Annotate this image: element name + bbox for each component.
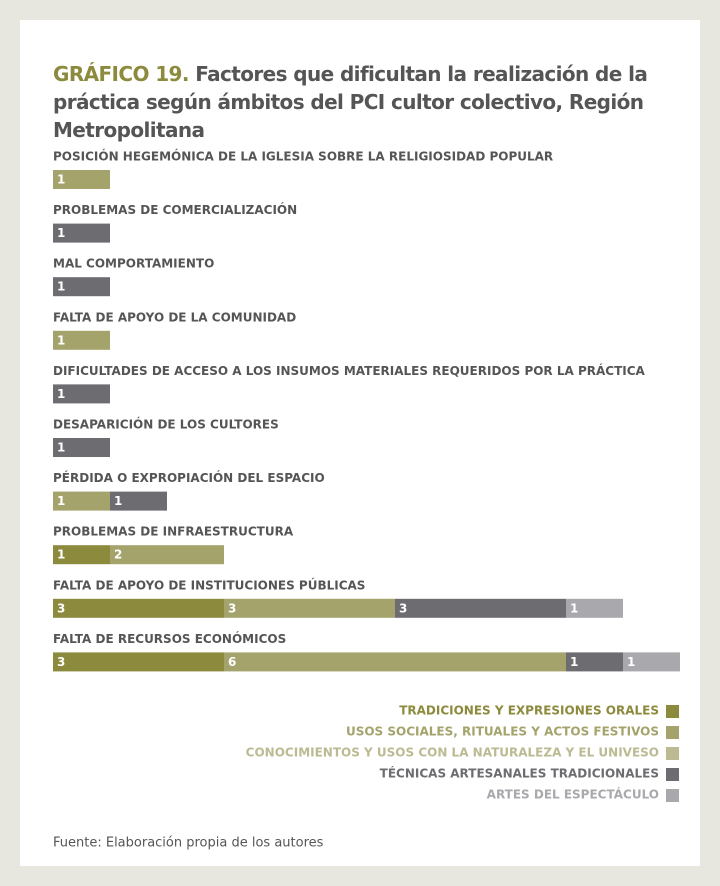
value-label: 1 <box>57 333 65 347</box>
value-label: 1 <box>57 548 65 562</box>
value-label: 1 <box>57 173 65 187</box>
bar-segment <box>53 438 110 457</box>
panel <box>20 20 700 866</box>
bar-segment <box>53 277 110 297</box>
category-label: PÉRDIDA O EXPROPIACIÓN DEL ESPACIO <box>53 470 325 485</box>
value-label: 1 <box>57 387 65 401</box>
legend-swatch <box>666 789 679 802</box>
bar-segment <box>53 170 110 189</box>
value-label: 1 <box>570 655 578 669</box>
legend-label: USOS SOCIALES, RITUALES Y ACTOS FESTIVOS <box>346 725 659 739</box>
category-label: FALTA DE APOYO DE INSTITUCIONES PÚBLICAS <box>53 577 365 592</box>
title-label: GRÁFICO 19. <box>53 62 189 86</box>
bar-segment <box>224 652 566 672</box>
bar-segment <box>110 491 167 511</box>
value-label: 6 <box>228 655 236 669</box>
value-label: 3 <box>57 601 65 615</box>
bar-segment <box>53 491 110 511</box>
category-label: DESAPARICIÓN DE LOS CULTORES <box>53 417 279 432</box>
value-label: 3 <box>228 601 236 615</box>
bar-segment <box>53 545 110 565</box>
legend-label: TRADICIONES Y EXPRESIONES ORALES <box>399 704 659 718</box>
legend-swatch <box>666 747 679 760</box>
source-note: Fuente: Elaboración propia de los autore… <box>53 836 324 851</box>
bar-segment <box>395 598 566 618</box>
category-label: FALTA DE RECURSOS ECONÓMICOS <box>53 631 286 646</box>
value-label: 1 <box>114 494 122 508</box>
value-label: 3 <box>399 601 407 615</box>
value-label: 1 <box>627 655 635 669</box>
value-label: 1 <box>570 601 578 615</box>
bar-segment <box>224 598 395 618</box>
value-label: 1 <box>57 441 65 455</box>
value-label: 1 <box>57 226 65 240</box>
bar-segment <box>110 545 224 565</box>
legend-swatch <box>666 726 679 739</box>
category-label: PROBLEMAS DE COMERCIALIZACIÓN <box>53 202 297 217</box>
chart-title: GRÁFICO 19. Factores que dificultan la r… <box>53 60 693 144</box>
legend-swatch <box>666 705 679 718</box>
value-label: 1 <box>57 494 65 508</box>
category-label: POSICIÓN HEGEMÓNICA DE LA IGLESIA SOBRE … <box>53 149 553 164</box>
bar-segment <box>566 598 623 618</box>
legend-label: TÉCNICAS ARTESANALES TRADICIONALES <box>380 766 659 781</box>
bar-segment <box>566 652 623 672</box>
bar-segment <box>53 223 110 243</box>
bar-segment <box>53 598 224 618</box>
bar-segment <box>53 330 110 350</box>
value-label: 2 <box>114 548 122 562</box>
title-text: Factores que dificultan la realización d… <box>53 62 648 142</box>
category-label: MAL COMPORTAMIENTO <box>53 257 214 271</box>
value-label: 3 <box>57 655 65 669</box>
bar-segment <box>53 652 224 672</box>
legend-label: CONOCIMIENTOS Y USOS CON LA NATURALEZA Y… <box>246 746 659 760</box>
category-label: PROBLEMAS DE INFRAESTRUCTURA <box>53 525 294 539</box>
value-label: 1 <box>57 280 65 294</box>
bar-segment <box>623 652 680 672</box>
bar-segment <box>53 384 110 404</box>
category-label: DIFICULTADES DE ACCESO A LOS INSUMOS MAT… <box>53 363 646 378</box>
legend-label: ARTES DEL ESPECTÁCULO <box>487 787 659 802</box>
category-label: FALTA DE APOYO DE LA COMUNIDAD <box>53 310 296 324</box>
legend-swatch <box>666 768 679 781</box>
